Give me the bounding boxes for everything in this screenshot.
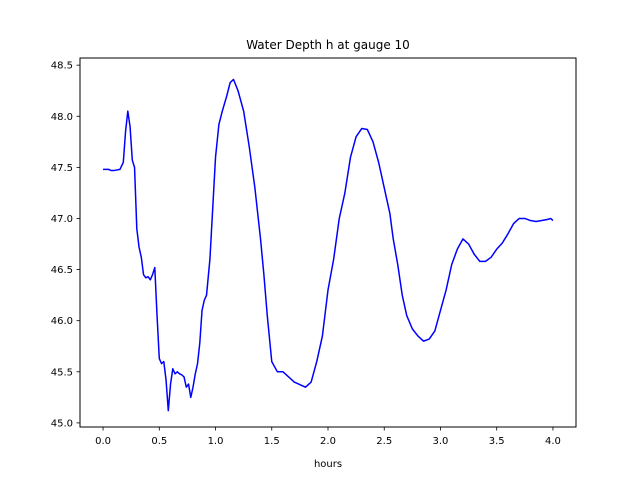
y-tick-label-6: 48.0 [51, 112, 73, 123]
y-tick-label-0: 45.0 [51, 418, 73, 429]
x-tick-label-2: 1.0 [208, 436, 224, 447]
chart-title: Water Depth h at gauge 10 [246, 38, 410, 52]
x-tick-label-7: 3.5 [489, 436, 505, 447]
y-tick-label-1: 45.5 [51, 367, 73, 378]
plot-frame [79, 57, 577, 428]
y-tick-label-4: 47.0 [51, 214, 73, 225]
series-line-0 [103, 78, 554, 412]
x-tick-label-3: 1.5 [264, 436, 280, 447]
y-tick-label-3: 46.5 [51, 265, 73, 276]
x-tick-label-1: 0.5 [151, 436, 167, 447]
x-axis-label: hours [314, 459, 342, 470]
x-tick-label-4: 2.0 [320, 436, 336, 447]
x-tick-label-6: 3.0 [433, 436, 449, 447]
y-tick-label-5: 47.5 [51, 163, 73, 174]
y-tick-label-7: 48.5 [51, 61, 73, 72]
x-tick-label-0: 0.0 [95, 436, 111, 447]
y-tick-label-2: 46.0 [51, 316, 73, 327]
x-tick-label-8: 4.0 [545, 436, 561, 447]
x-tick-label-5: 2.5 [376, 436, 392, 447]
